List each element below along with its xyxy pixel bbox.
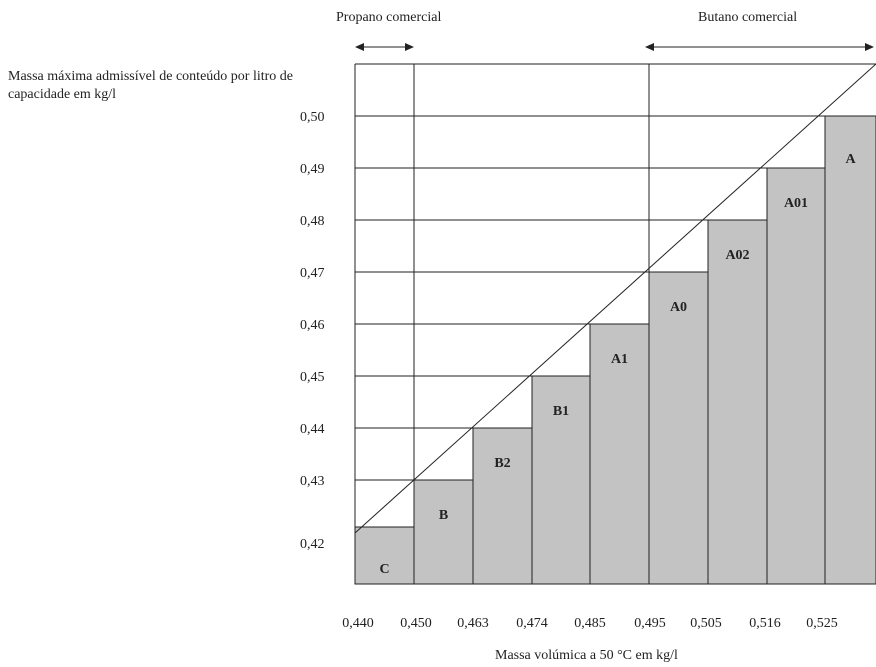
bar-label-a: A <box>845 152 856 167</box>
x-tick-label: 0,463 <box>457 616 489 631</box>
x-tick-label: 0,495 <box>634 616 666 631</box>
y-tick-label: 0,46 <box>300 318 325 333</box>
y-tick-label: 0,42 <box>300 537 325 552</box>
x-tick-label: 0,516 <box>749 616 781 631</box>
bar-label-b: B <box>439 508 448 523</box>
x-tick-label: 0,440 <box>342 616 374 631</box>
bar-label-b1: B1 <box>553 404 569 419</box>
bar-a02 <box>707 219 768 585</box>
y-tick-label: 0,50 <box>300 110 325 125</box>
bar-label-a01: A01 <box>784 196 808 211</box>
x-tick-label: 0,474 <box>516 616 548 631</box>
bar-label-a1: A1 <box>611 352 628 367</box>
y-tick-label: 0,44 <box>300 422 325 437</box>
x-axis-title: Massa volúmica a 50 °C em kg/l <box>495 648 678 663</box>
y-tick-label: 0,49 <box>300 162 325 177</box>
butane-range-arrow-head-right <box>865 43 874 51</box>
x-tick-label: 0,525 <box>806 616 838 631</box>
x-tick-label: 0,450 <box>400 616 432 631</box>
y-tick-label: 0,43 <box>300 474 325 489</box>
bar-label-b2: B2 <box>494 456 510 471</box>
butane-range-label: Butano comercial <box>698 10 798 25</box>
y-tick-label: 0,48 <box>300 214 325 229</box>
bar-b2 <box>472 427 533 585</box>
y-tick-label: 0,45 <box>300 370 325 385</box>
x-tick-label: 0,485 <box>574 616 606 631</box>
bar-b1 <box>531 375 591 585</box>
bar-a0 <box>648 271 709 585</box>
y-tick-label: 0,47 <box>300 266 325 281</box>
bar-label-a02: A02 <box>725 248 749 263</box>
y-axis-title: Massa máxima admissível de conteúdo por … <box>8 69 293 102</box>
bar-label-a0: A0 <box>670 300 687 315</box>
propane-range-arrow-head-right <box>405 43 414 51</box>
propane-range-arrow-head-left <box>355 43 364 51</box>
bar-a <box>824 115 876 585</box>
bar-a01 <box>766 167 826 585</box>
propane-range-label: Propano comercial <box>336 10 442 25</box>
butane-range-arrow-head-left <box>645 43 654 51</box>
diagonal-limit-line <box>354 63 876 534</box>
x-tick-label: 0,505 <box>690 616 722 631</box>
bar-label-c: C <box>379 562 389 577</box>
bar-b <box>413 479 474 585</box>
